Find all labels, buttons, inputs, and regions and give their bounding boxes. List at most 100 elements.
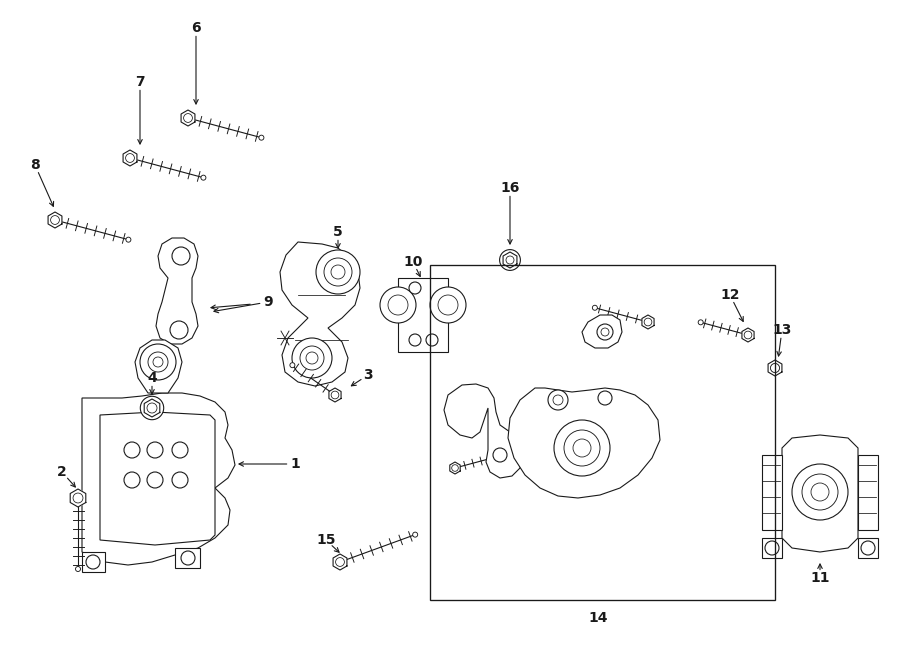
Circle shape <box>592 305 598 310</box>
Polygon shape <box>782 435 858 552</box>
Circle shape <box>644 318 652 326</box>
Circle shape <box>597 324 613 340</box>
Circle shape <box>413 532 418 537</box>
Text: 4: 4 <box>147 371 157 385</box>
Polygon shape <box>444 384 522 478</box>
Circle shape <box>792 464 848 520</box>
Polygon shape <box>858 455 878 530</box>
Circle shape <box>802 474 838 510</box>
Polygon shape <box>280 242 360 386</box>
Circle shape <box>292 338 332 378</box>
Text: 10: 10 <box>403 255 423 269</box>
Circle shape <box>770 364 779 373</box>
Circle shape <box>388 295 408 315</box>
Circle shape <box>316 250 360 294</box>
Circle shape <box>331 265 345 279</box>
Circle shape <box>861 541 875 555</box>
Circle shape <box>548 390 568 410</box>
Circle shape <box>698 320 703 325</box>
Circle shape <box>170 321 188 339</box>
Circle shape <box>500 250 520 270</box>
Circle shape <box>336 558 345 566</box>
Polygon shape <box>48 212 62 228</box>
Circle shape <box>499 453 504 458</box>
Circle shape <box>290 363 295 368</box>
Circle shape <box>430 287 466 323</box>
Circle shape <box>86 555 100 569</box>
Circle shape <box>140 397 164 420</box>
Circle shape <box>172 442 188 458</box>
Circle shape <box>181 551 195 565</box>
Polygon shape <box>858 538 878 558</box>
Circle shape <box>126 237 130 242</box>
Text: 2: 2 <box>57 465 67 479</box>
Circle shape <box>765 541 779 555</box>
Circle shape <box>124 472 140 488</box>
Circle shape <box>300 346 324 370</box>
Circle shape <box>259 135 264 140</box>
Circle shape <box>452 465 458 471</box>
Polygon shape <box>156 238 198 344</box>
Polygon shape <box>450 462 460 474</box>
Polygon shape <box>82 393 235 565</box>
Circle shape <box>201 175 206 180</box>
Circle shape <box>598 391 612 405</box>
Text: 13: 13 <box>772 323 792 337</box>
Circle shape <box>770 364 779 372</box>
Polygon shape <box>742 328 754 342</box>
Circle shape <box>811 483 829 501</box>
Circle shape <box>140 344 176 380</box>
Polygon shape <box>328 388 341 402</box>
Polygon shape <box>768 360 782 376</box>
Circle shape <box>306 352 318 364</box>
Bar <box>430 265 775 600</box>
Circle shape <box>147 442 163 458</box>
Polygon shape <box>144 399 160 417</box>
Circle shape <box>744 331 752 339</box>
Polygon shape <box>123 150 137 166</box>
Circle shape <box>184 114 193 122</box>
Polygon shape <box>82 552 105 572</box>
Polygon shape <box>175 548 200 568</box>
Text: 12: 12 <box>720 288 740 302</box>
Circle shape <box>324 258 352 286</box>
Text: 9: 9 <box>263 295 273 309</box>
Circle shape <box>126 153 134 163</box>
Circle shape <box>564 430 600 466</box>
Text: 14: 14 <box>589 611 608 625</box>
Circle shape <box>50 215 59 224</box>
Polygon shape <box>762 455 782 530</box>
Text: 3: 3 <box>364 368 373 382</box>
Circle shape <box>76 566 80 572</box>
Text: 16: 16 <box>500 181 519 195</box>
Circle shape <box>438 295 458 315</box>
Polygon shape <box>333 554 346 570</box>
Polygon shape <box>503 252 517 268</box>
Polygon shape <box>398 278 448 352</box>
Text: 15: 15 <box>316 533 336 547</box>
Text: 11: 11 <box>810 571 830 585</box>
Circle shape <box>553 395 563 405</box>
Circle shape <box>172 472 188 488</box>
Text: 6: 6 <box>191 21 201 35</box>
Circle shape <box>506 256 514 264</box>
Polygon shape <box>135 340 182 393</box>
Circle shape <box>172 247 190 265</box>
Polygon shape <box>100 412 215 545</box>
Text: 8: 8 <box>30 158 40 172</box>
Circle shape <box>601 328 609 336</box>
Polygon shape <box>582 315 622 348</box>
Polygon shape <box>762 538 782 558</box>
Polygon shape <box>181 110 195 126</box>
Text: 5: 5 <box>333 225 343 239</box>
Circle shape <box>147 472 163 488</box>
Circle shape <box>573 439 591 457</box>
Polygon shape <box>642 315 654 329</box>
Circle shape <box>493 448 507 462</box>
Circle shape <box>147 403 157 413</box>
Circle shape <box>409 334 421 346</box>
Circle shape <box>153 357 163 367</box>
Circle shape <box>331 391 338 399</box>
Circle shape <box>380 287 416 323</box>
Text: 1: 1 <box>290 457 300 471</box>
